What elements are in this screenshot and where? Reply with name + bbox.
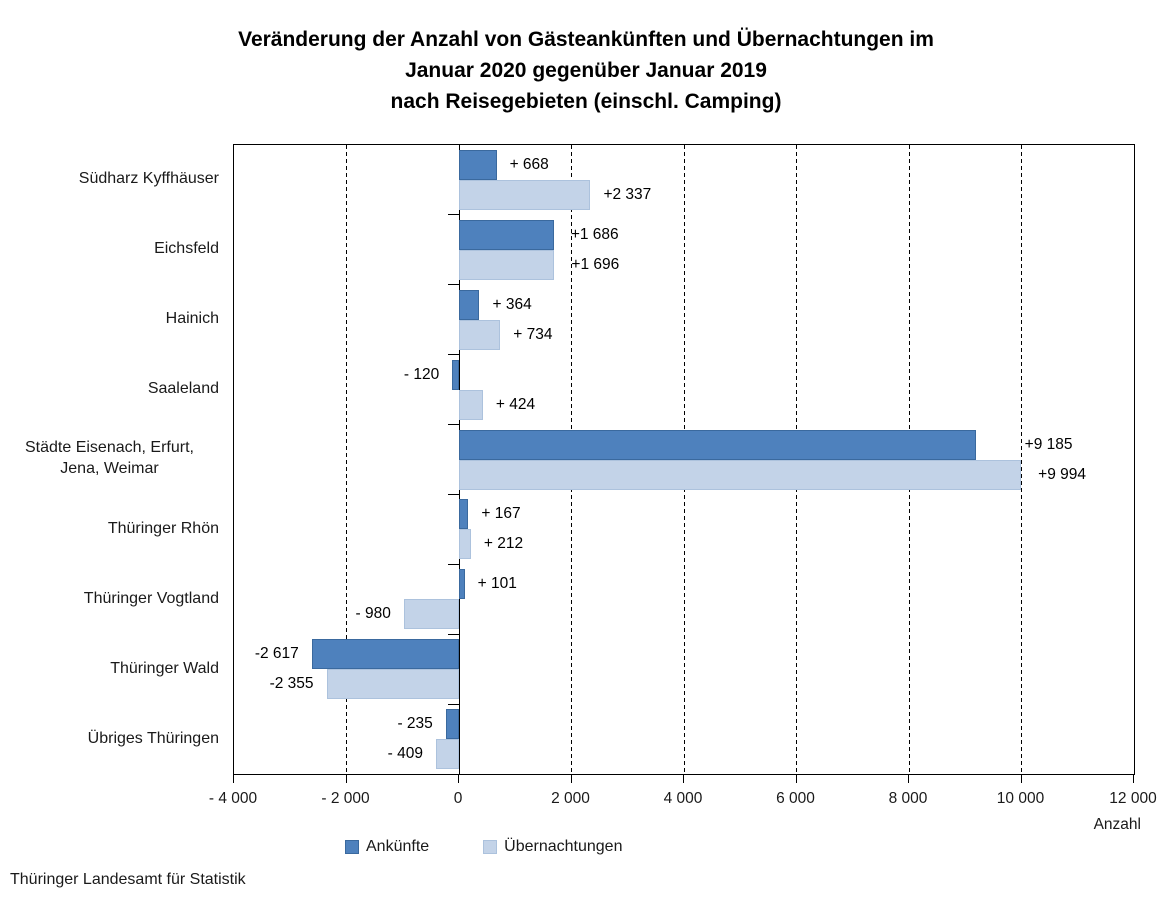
value-label: +9 185 (1024, 435, 1073, 453)
bar-übernachtungen-0 (459, 179, 591, 210)
legend: Ankünfte Übernachtungen (345, 838, 622, 856)
value-label: - 409 (387, 745, 423, 763)
chart-title-line-2: Januar 2020 gegenüber Januar 2019 (405, 59, 767, 82)
legend-item-uebernachtungen: Übernachtungen (483, 838, 622, 856)
value-label: + 101 (477, 575, 517, 593)
x-axis-tick (1133, 774, 1134, 783)
x-tick-label: - 4 000 (208, 790, 258, 807)
value-label: +2 337 (603, 185, 652, 203)
bar-übernachtungen-3 (459, 389, 483, 420)
bar-ankünfte-0 (459, 149, 497, 180)
x-axis-tick (1020, 774, 1022, 783)
source-note: Thüringer Landesamt für Statistik (10, 871, 246, 888)
category-label: Übriges Thüringen (87, 729, 219, 747)
bar-ankünfte-8 (445, 709, 459, 740)
category-label: Thüringer Rhön (107, 519, 219, 537)
x-tick-label: 12 000 (1109, 790, 1157, 807)
value-label: + 364 (492, 295, 532, 313)
category-label: Südharz Kyffhäuser (78, 170, 219, 188)
category-label: Eichsfeld (154, 240, 219, 258)
bar-übernachtungen-4 (459, 459, 1022, 490)
bar-ankünfte-4 (459, 429, 976, 460)
x-axis-tick (458, 774, 459, 783)
legend-item-ankuenfte: Ankünfte (345, 838, 429, 856)
value-label: + 212 (483, 535, 524, 553)
x-axis-tick (908, 774, 909, 783)
x-tick-label: 2 000 (551, 790, 590, 807)
category-axis-tick (448, 493, 459, 495)
x-tick-label: 4 000 (663, 790, 703, 807)
bar-übernachtungen-1 (459, 249, 555, 280)
x-axis-tick (345, 774, 347, 783)
bar-übernachtungen-5 (459, 529, 471, 560)
value-label: - 235 (397, 715, 433, 733)
bar-ankünfte-2 (459, 289, 480, 320)
value-label: - 980 (355, 605, 391, 623)
chart-title: Veränderung der Anzahl von Gästeankünfte… (0, 24, 1172, 117)
bar-ankünfte-5 (459, 499, 469, 530)
value-label: + 424 (495, 395, 536, 413)
bar-ankünfte-7 (311, 639, 459, 670)
x-tick-label: 8 000 (888, 790, 928, 807)
bar-ankünfte-1 (459, 219, 554, 250)
value-label: + 167 (481, 505, 521, 523)
chart-title-line-1: Veränderung der Anzahl von Gästeankünfte… (238, 28, 934, 51)
x-axis-unit-label: Anzahl (1093, 816, 1141, 833)
bar-übernachtungen-6 (403, 599, 459, 630)
category-axis-tick (448, 214, 459, 216)
value-label: +1 696 (571, 255, 620, 273)
chart-title-line-3: nach Reisegebieten (einschl. Camping) (390, 90, 782, 113)
x-axis-tick (570, 774, 572, 783)
x-axis-tick (683, 774, 684, 783)
value-label: +9 994 (1038, 465, 1086, 483)
value-label: - 120 (403, 365, 440, 383)
x-axis-tick (795, 774, 797, 783)
legend-swatch-uebernachtungen (483, 840, 498, 854)
legend-label-ankuenfte: Ankünfte (366, 838, 430, 855)
plot-area: + 668 +1 686 + 364 - 120 +9 185 + 167 + 101 -2 … (233, 144, 1135, 775)
category-axis-tick (448, 284, 459, 286)
x-tick-label: - 2 000 (321, 790, 370, 807)
category-axis-tick (448, 354, 459, 356)
x-tick-label: 0 (453, 790, 463, 807)
value-label: + 668 (509, 155, 549, 173)
category-axis-tick (448, 424, 459, 426)
category-label: Saaleland (147, 380, 219, 398)
value-label: +1 686 (570, 225, 619, 243)
bar-ankünfte-6 (459, 569, 465, 600)
bar-übernachtungen-8 (435, 739, 459, 770)
x-tick-label: 10 000 (996, 790, 1045, 807)
bar-übernachtungen-7 (326, 669, 459, 700)
category-axis-tick (448, 563, 459, 565)
value-label: + 734 (513, 325, 553, 343)
legend-label-uebernachtungen: Übernachtungen (504, 838, 623, 855)
category-axis-tick (448, 703, 459, 705)
gridline--2000 (346, 145, 347, 774)
x-tick-label: 6 000 (776, 790, 815, 807)
x-axis-tick (233, 774, 234, 783)
category-axis-tick (448, 633, 459, 635)
value-label: -2 355 (269, 675, 314, 693)
category-label: Städte Eisenach, Erfurt, Jena, Weimar (25, 439, 194, 478)
gridline-10000 (1021, 145, 1022, 774)
category-label: Thüringer Wald (110, 659, 219, 677)
category-label: Hainich (165, 310, 219, 328)
bar-ankünfte-3 (452, 359, 459, 390)
legend-swatch-ankuenfte (345, 840, 359, 854)
category-label: Thüringer Vogtland (83, 589, 219, 607)
bar-übernachtungen-2 (459, 319, 501, 350)
value-label: -2 617 (254, 645, 299, 663)
